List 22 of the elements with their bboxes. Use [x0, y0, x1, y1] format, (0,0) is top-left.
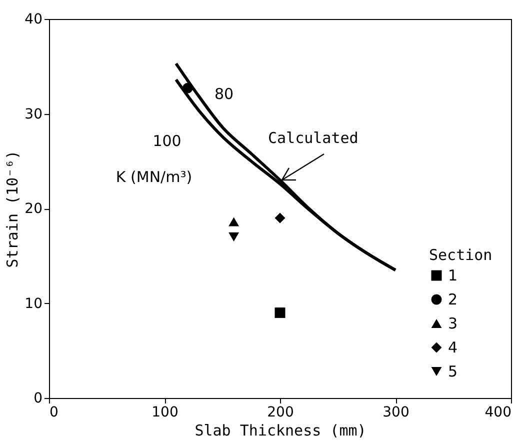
legend-title: Section	[429, 246, 492, 264]
legend-label: 4	[448, 338, 458, 356]
x-tick-label: 200	[267, 404, 294, 420]
x-axis-title: Slab Thickness (mm)	[194, 422, 366, 440]
legend-label: 3	[448, 314, 458, 332]
annotation: K (MN/m³)	[116, 168, 192, 186]
legend-label: 5	[448, 362, 458, 380]
x-tick-label: 300	[382, 404, 410, 420]
annotation: Calculated	[268, 128, 358, 147]
x-tick-label: 400	[484, 404, 512, 420]
y-tick-label: 20	[24, 201, 42, 217]
y-tick-label: 30	[24, 106, 42, 122]
y-tick-label: 40	[24, 12, 42, 28]
legend-label: 1	[448, 266, 458, 284]
x-tick-label: 100	[152, 404, 178, 420]
annotation: 100	[152, 132, 182, 150]
y-axis-title: Strain (10⁻⁶)	[4, 150, 22, 268]
annotation: 80	[214, 85, 234, 103]
y-tick-label: 10	[24, 296, 42, 312]
x-tick-label: 0	[50, 404, 58, 420]
legend-label: 2	[448, 290, 458, 308]
y-tick-label: 0	[34, 390, 42, 406]
